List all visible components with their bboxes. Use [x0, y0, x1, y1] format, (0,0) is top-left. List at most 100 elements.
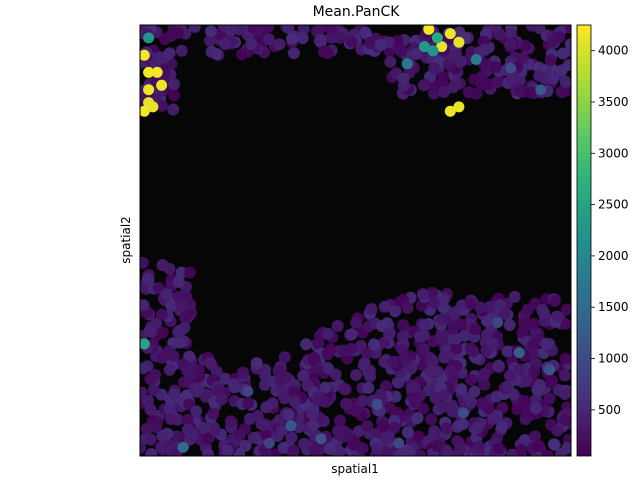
cell-point-background: [359, 26, 372, 39]
cell-point-background: [501, 345, 514, 358]
cell-point-background: [396, 330, 409, 343]
cell-point-background: [518, 317, 530, 329]
cell-point-background: [364, 370, 377, 383]
cell-point-background: [437, 71, 449, 84]
cell-point-background: [446, 405, 459, 418]
cell-point-background: [516, 326, 529, 339]
colorbar-tick-label: 3000: [598, 146, 629, 160]
cell-point: [242, 385, 254, 397]
cell-point-background: [360, 347, 373, 360]
cell-point-background: [273, 38, 286, 51]
cell-point-background: [397, 319, 410, 332]
cell-point-background: [474, 301, 487, 314]
cell-point-background: [188, 25, 201, 33]
cell-point-background: [395, 45, 408, 58]
cell-point-background: [447, 81, 460, 94]
cell-point-background: [443, 57, 456, 70]
cell-point-background: [546, 35, 559, 48]
cell-point-background: [438, 389, 451, 402]
cell-point-background: [384, 55, 397, 68]
cell-points: [140, 25, 571, 456]
cell-point-background: [181, 413, 194, 426]
cell-point-background: [282, 408, 295, 421]
cell-point-background: [489, 25, 502, 32]
cell-point-background: [155, 308, 168, 321]
cell-point-background: [183, 266, 196, 279]
cell-point-background: [409, 396, 422, 409]
colorbar-tick-label: 1000: [598, 352, 629, 366]
cell-point-background: [192, 382, 205, 395]
cell-point-background: [163, 262, 176, 275]
cell-point-background: [560, 84, 571, 97]
cell-point-background: [167, 350, 180, 363]
cell-point-background: [165, 413, 177, 425]
cell-point-background: [521, 303, 534, 316]
cell-point-background: [527, 317, 540, 330]
cell-point-background: [319, 395, 332, 408]
cell-point-background: [410, 48, 423, 60]
cell-point-background: [233, 428, 246, 441]
cell-point-background: [301, 379, 314, 392]
colorbar-ticks: 500 1000 1500 2000 2500 3000 3500 4000: [591, 44, 629, 417]
cell-point-background: [207, 407, 220, 420]
cell-point-background: [278, 391, 291, 404]
cell-point-background: [493, 299, 506, 312]
cell-point-background: [144, 433, 157, 446]
cell-point-background: [549, 294, 561, 307]
cell-point-background: [321, 348, 334, 361]
cell-point-background: [559, 352, 571, 365]
cell-point-background: [278, 351, 291, 364]
cell-point-background: [436, 295, 449, 308]
cell-point-background: [306, 407, 319, 420]
cell-point-background: [317, 45, 330, 58]
cell-point: [453, 36, 465, 48]
cell-point-background: [227, 378, 240, 390]
cell-point-background: [275, 424, 288, 437]
cell-point-background: [308, 351, 321, 364]
colorbar: 500 1000 1500 2000 2500 3000 3500 4000: [576, 24, 629, 457]
cell-point: [431, 32, 443, 44]
cell-point-background: [374, 388, 387, 401]
cell-point-background: [551, 310, 564, 323]
cell-point-background: [447, 322, 460, 335]
cell-point-background: [565, 25, 571, 34]
cell-point-background: [480, 329, 493, 341]
cell-point-background: [140, 256, 149, 269]
cell-point: [371, 398, 383, 410]
cell-point-background: [505, 73, 518, 86]
cell-point-background: [224, 415, 237, 428]
cell-point-background: [484, 300, 497, 313]
cell-point-background: [450, 332, 463, 345]
cell-point-background: [519, 395, 531, 408]
cell-point-background: [418, 329, 430, 342]
cell-point-background: [170, 430, 183, 443]
cell-point-background: [190, 405, 203, 418]
cell-point: [419, 41, 430, 53]
cell-point-background: [455, 383, 468, 396]
cell-point: [147, 101, 159, 113]
cell-point-background: [487, 412, 500, 425]
cell-point-background: [192, 363, 205, 376]
cell-point-background: [532, 439, 545, 452]
cell-point: [444, 28, 456, 40]
cell-point-background: [356, 394, 369, 407]
cell-point-background: [361, 419, 374, 432]
cell-point-background: [140, 441, 146, 454]
cell-point-background: [544, 54, 557, 67]
cell-point-background: [147, 384, 160, 397]
cell-point: [535, 84, 547, 96]
cell-point-background: [233, 25, 246, 36]
cell-point-background: [205, 25, 217, 38]
cell-point-background: [338, 382, 350, 395]
cell-point-background: [415, 299, 428, 312]
cell-point-background: [168, 78, 181, 91]
cell-point-background: [401, 302, 414, 314]
cell-point-background: [436, 313, 449, 326]
cell-point-background: [242, 397, 255, 409]
cell-point-background: [496, 420, 508, 433]
cell-point-background: [205, 45, 218, 58]
cell-point-background: [444, 365, 457, 378]
cell-point-background: [273, 413, 286, 426]
cell-point-background: [438, 85, 451, 98]
